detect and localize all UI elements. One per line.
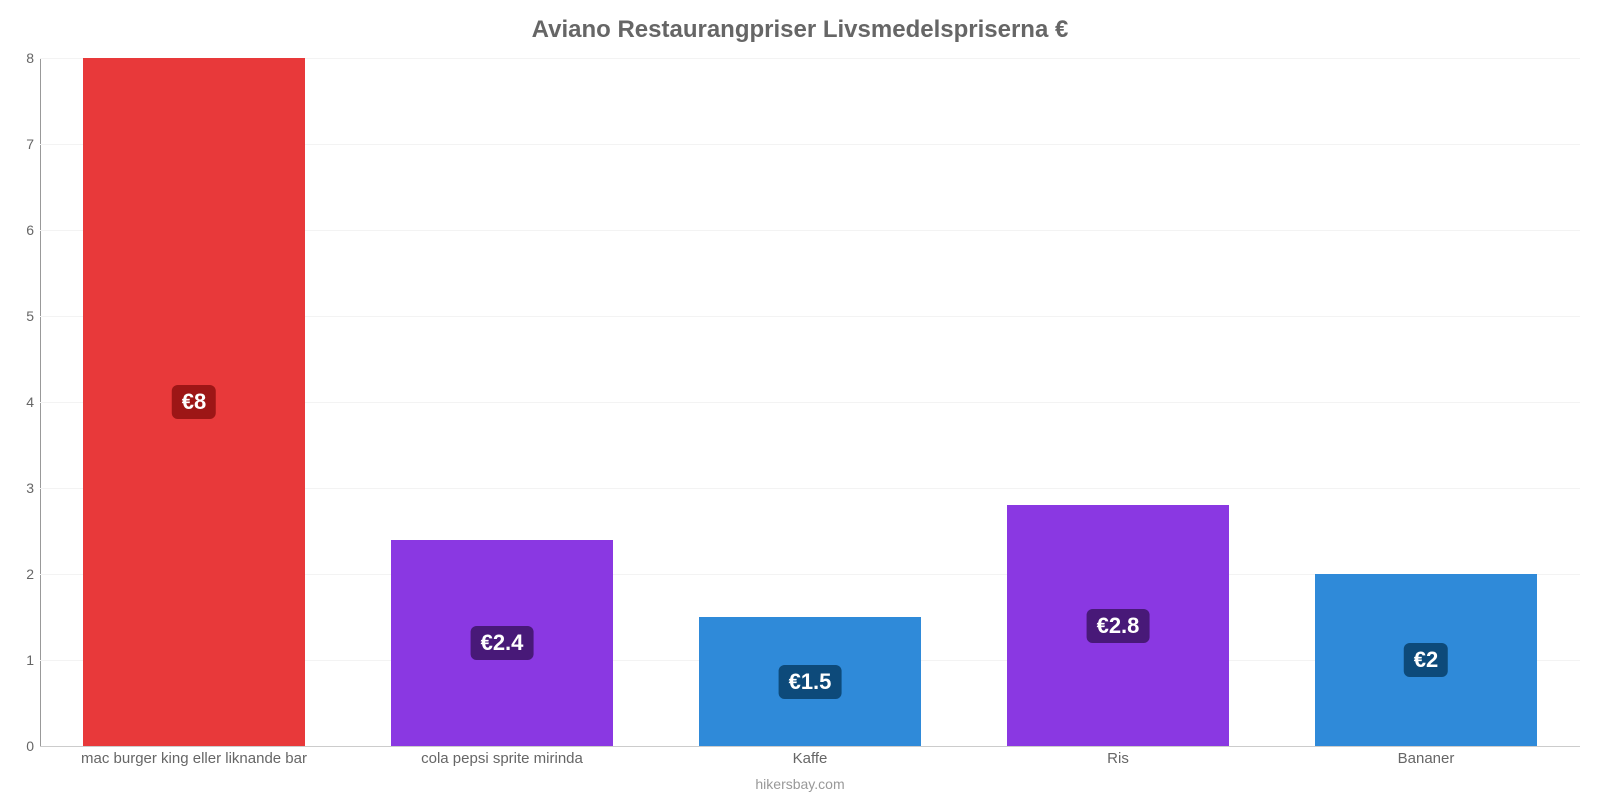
- value-badge: €2.4: [471, 626, 534, 660]
- y-tick-label: 4: [26, 394, 34, 410]
- y-tick-label: 3: [26, 480, 34, 496]
- x-axis-label: Ris: [1107, 750, 1129, 767]
- chart-caption: hikersbay.com: [0, 776, 1600, 792]
- x-axis-label: Kaffe: [793, 750, 828, 767]
- y-tick-label: 6: [26, 222, 34, 238]
- y-tick-label: 7: [26, 136, 34, 152]
- y-tick-label: 2: [26, 566, 34, 582]
- value-badge: €2: [1404, 643, 1448, 677]
- x-axis-label: mac burger king eller liknande bar: [81, 750, 307, 767]
- grid-line: [40, 746, 1580, 747]
- value-badge: €8: [172, 385, 216, 419]
- y-tick-label: 1: [26, 652, 34, 668]
- x-axis-label: cola pepsi sprite mirinda: [421, 750, 583, 767]
- plot-area: 012345678€8€2.4€1.5€2.8€2: [40, 58, 1580, 746]
- y-tick-label: 0: [26, 738, 34, 754]
- value-badge: €1.5: [779, 665, 842, 699]
- y-tick-label: 5: [26, 308, 34, 324]
- x-axis-label: Bananer: [1398, 750, 1455, 767]
- y-tick-label: 8: [26, 50, 34, 66]
- value-badge: €2.8: [1087, 609, 1150, 643]
- chart-title: Aviano Restaurangpriser Livsmedelspriser…: [0, 16, 1600, 44]
